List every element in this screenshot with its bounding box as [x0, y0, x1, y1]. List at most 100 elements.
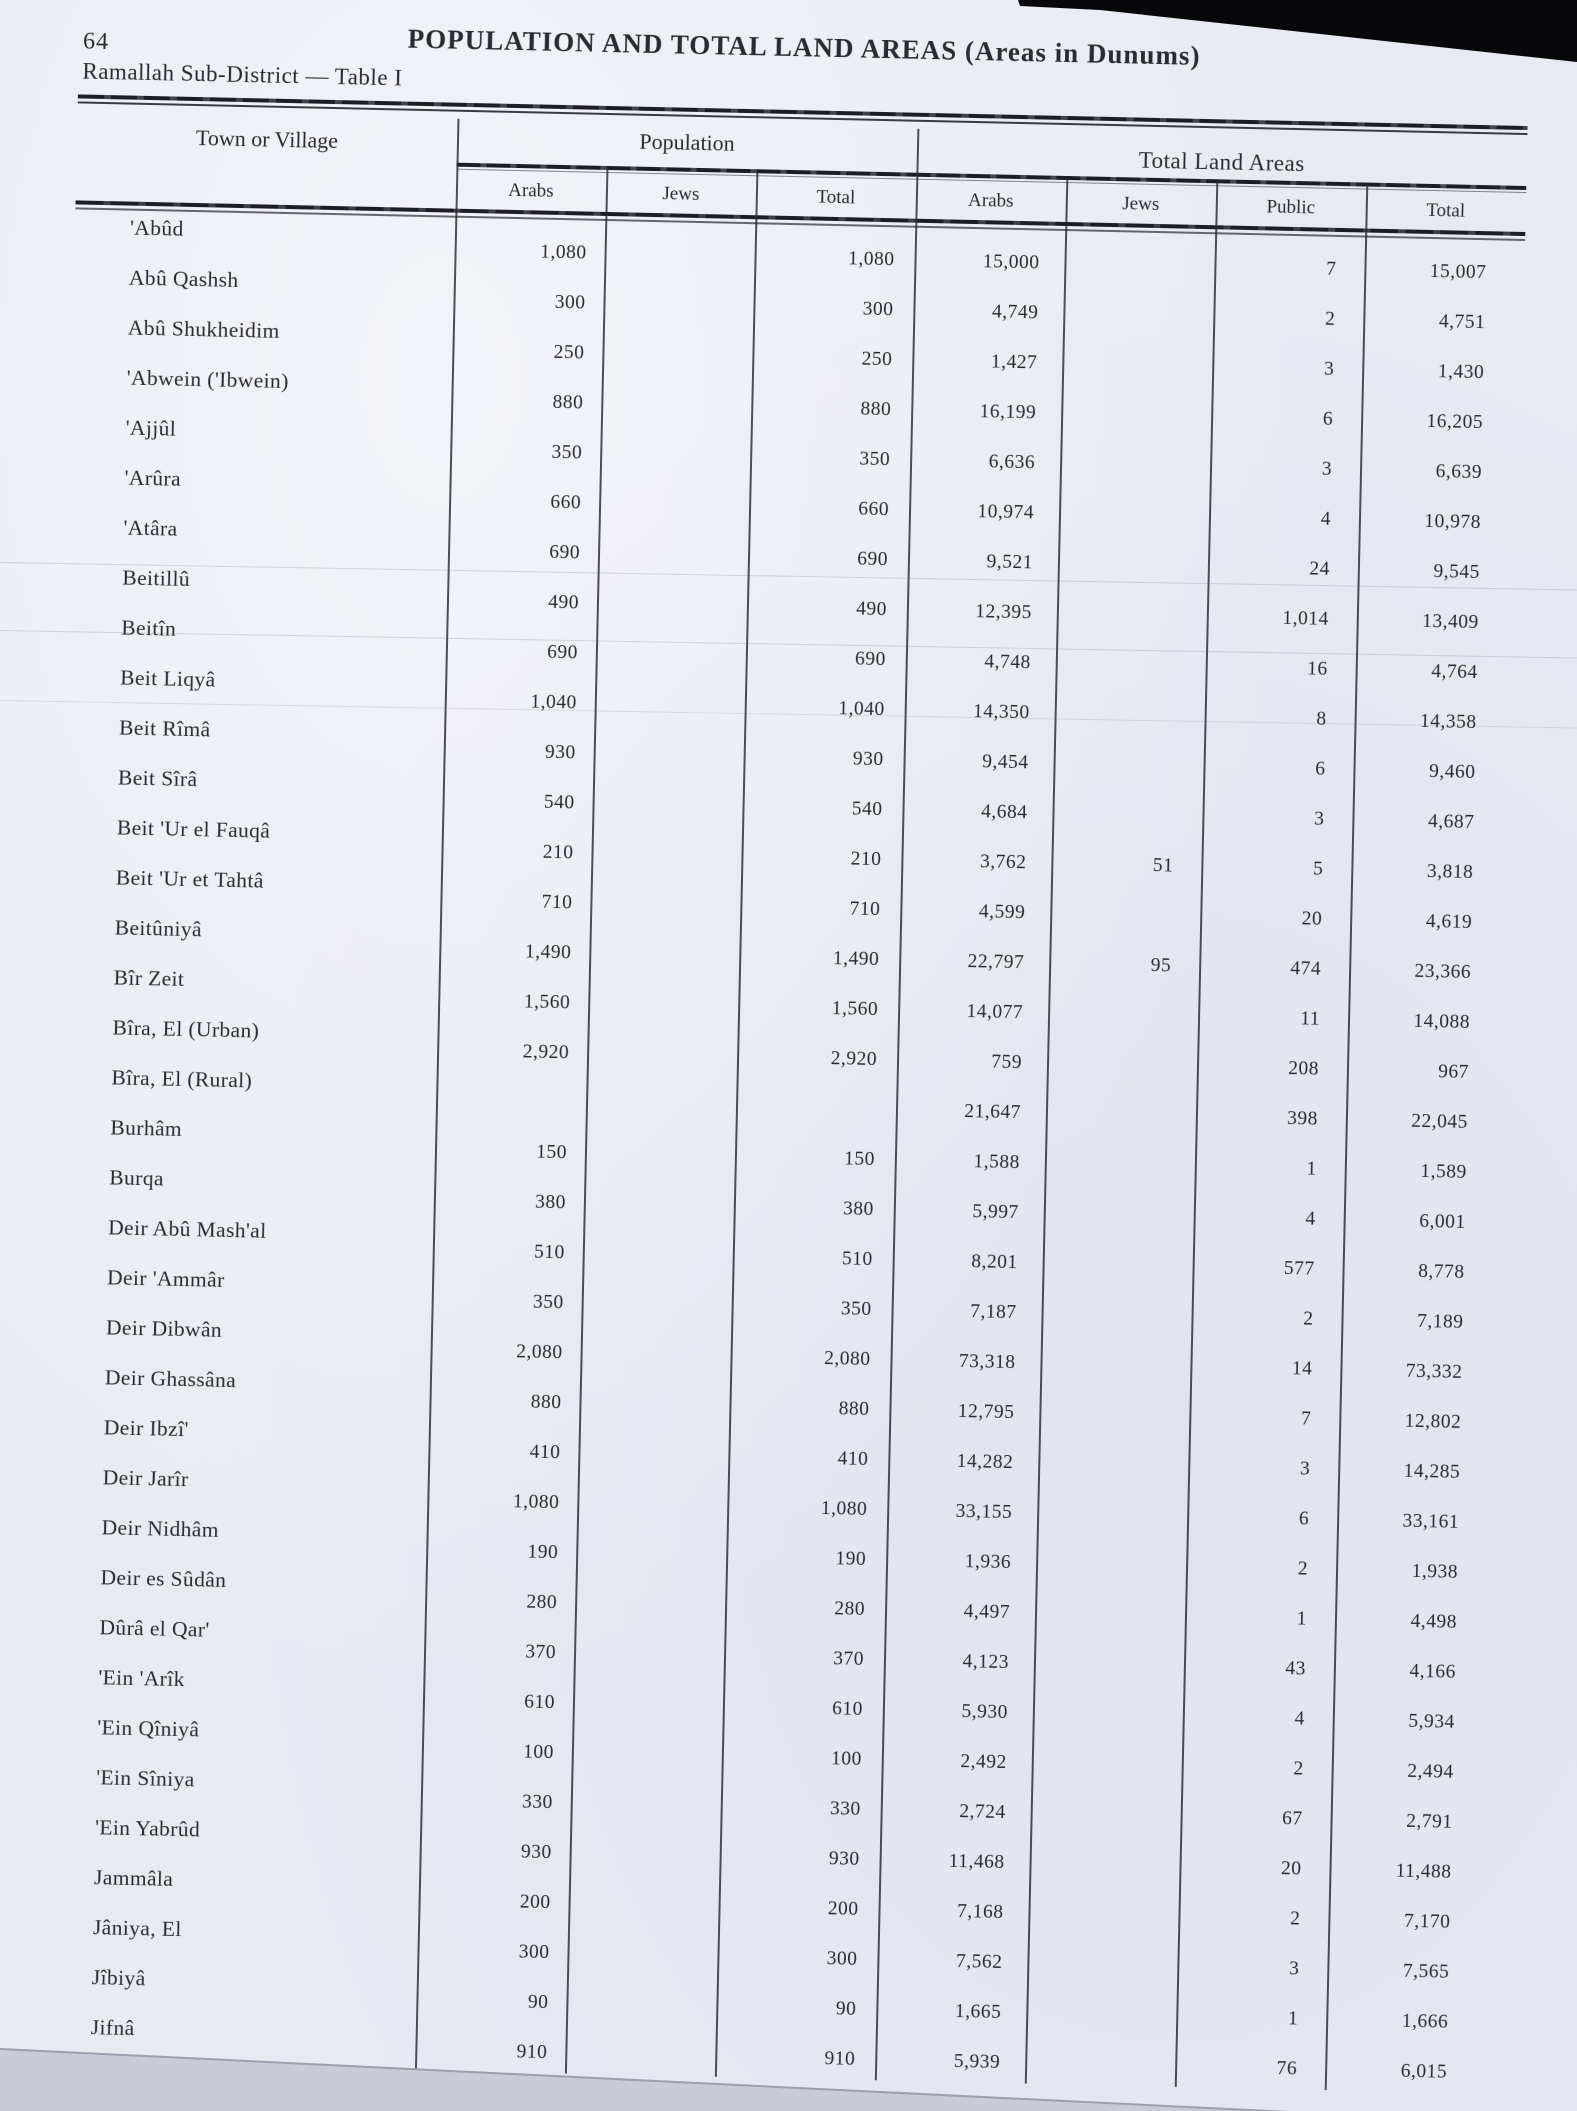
pop-arabs-value: 540 [543, 791, 575, 814]
pop-jews-value [598, 993, 720, 996]
land-total-value: 33,161 [1402, 1510, 1460, 1533]
pop-jews-value [600, 943, 722, 946]
subheader-population-total: Total [816, 186, 856, 209]
land-arabs-value: 10,974 [977, 501, 1035, 524]
pop-jews-value [593, 1243, 715, 1246]
subheader-land-arabs: Arabs [967, 189, 1014, 212]
pop-total-value: 350 [840, 1298, 872, 1321]
land-arabs-value: 4,599 [978, 901, 1026, 924]
land-public-value: 11 [1300, 1008, 1321, 1030]
land-arabs-value: 1,427 [990, 351, 1038, 374]
land-public-value: 16 [1306, 658, 1328, 680]
land-public-value: 67 [1281, 1808, 1303, 1830]
land-total-value: 7,170 [1403, 1910, 1451, 1933]
pop-total-value: 90 [835, 1998, 857, 2020]
land-public-value: 474 [1290, 958, 1322, 980]
pop-jews-value [612, 393, 734, 396]
land-public-value: 208 [1288, 1058, 1320, 1080]
pop-arabs-value: 1,080 [512, 1491, 560, 1514]
land-arabs-value: 14,077 [966, 1001, 1024, 1024]
subheader-land-total: Total [1426, 199, 1466, 222]
land-arabs-value: 16,199 [979, 401, 1037, 424]
pop-jews-value [608, 543, 730, 546]
land-total-value: 12,802 [1404, 1410, 1462, 1433]
pop-jews-value [602, 843, 724, 846]
town-name: Deir 'Ammâr [106, 1265, 225, 1292]
land-arabs-value: 73,318 [958, 1350, 1016, 1374]
pop-jews-value [604, 743, 726, 746]
town-name: 'Ein Qîniyâ [97, 1715, 200, 1742]
land-arabs-value: 8,201 [971, 1251, 1018, 1274]
pop-jews-value [601, 893, 723, 896]
pop-jews-value [584, 1643, 706, 1646]
land-total-value: 23,366 [1414, 960, 1472, 984]
land-arabs-value: 4,749 [991, 301, 1039, 324]
land-total-value: 4,751 [1438, 311, 1486, 334]
town-name: Jîbiyâ [91, 1965, 146, 1991]
pop-total-value: 300 [826, 1948, 858, 1970]
pop-total-value: 880 [860, 398, 892, 421]
land-public-value: 4 [1294, 1708, 1306, 1730]
land-arabs-value: 4,497 [963, 1601, 1011, 1624]
pop-jews-value [594, 1193, 716, 1196]
pop-jews-value [578, 1943, 700, 1946]
pop-jews-value [589, 1443, 711, 1446]
pop-arabs-value: 300 [518, 1941, 550, 1964]
land-jews-value [1066, 653, 1178, 655]
land-arabs-value: 11,468 [948, 1850, 1005, 1874]
pop-total-value: 300 [862, 298, 894, 321]
town-name: Deir Nidhâm [101, 1515, 220, 1542]
subheader-land-jews: Jews [1122, 193, 1160, 216]
land-arabs-value: 6,636 [988, 451, 1036, 474]
land-arabs-value: 22,797 [967, 951, 1025, 974]
pop-jews-value [576, 2043, 698, 2046]
land-arabs-value: 7,187 [969, 1301, 1017, 1324]
land-public-value: 3 [1299, 1458, 1311, 1480]
pop-arabs-value: 1,490 [524, 941, 572, 964]
land-jews-value [1057, 1053, 1169, 1055]
pop-jews-value [614, 293, 736, 296]
land-total-value: 22,045 [1411, 1110, 1469, 1133]
town-name: Deir Ghassâna [104, 1365, 237, 1393]
pop-jews-value [605, 693, 727, 696]
pop-arabs-value: 370 [525, 1641, 557, 1664]
pop-arabs-value: 880 [552, 391, 584, 414]
pop-total-value [746, 1096, 876, 1099]
land-jews-value [1054, 1203, 1166, 1205]
pop-total-value: 200 [827, 1898, 859, 1920]
land-arabs-value: 5,930 [961, 1701, 1009, 1724]
population-land-table: Town or Village Population Total Land Ar… [35, 108, 1527, 2097]
pop-jews-value [595, 1143, 717, 1146]
pop-jews-value [582, 1743, 704, 1746]
land-total-value: 14,088 [1413, 1010, 1471, 1034]
pop-jews-value [585, 1593, 707, 1596]
pop-total-value: 380 [842, 1198, 875, 1221]
land-jews-value [1064, 753, 1176, 755]
land-arabs-value: 14,282 [956, 1450, 1014, 1474]
land-total-value: 7,565 [1402, 1960, 1450, 1983]
pop-total-value: 880 [838, 1398, 870, 1420]
pop-total-value: 690 [857, 548, 889, 571]
town-name: 'Ajjûl [125, 415, 177, 441]
pop-jews-value [579, 1893, 701, 1896]
land-jews-value [1063, 803, 1175, 805]
pop-arabs-value: 210 [542, 841, 574, 864]
land-jews-value [1055, 1153, 1167, 1155]
pop-total-value: 2,080 [823, 1347, 871, 1371]
land-public-value: 577 [1283, 1258, 1315, 1280]
pop-arabs-value: 280 [526, 1591, 558, 1614]
land-total-value: 3,818 [1426, 861, 1474, 884]
land-jews-value [1037, 2003, 1149, 2005]
land-public-value: 1,014 [1282, 607, 1330, 630]
pop-arabs-value: 300 [554, 291, 586, 314]
town-name: Bîra, El (Rural) [111, 1065, 253, 1093]
subheader-land-public: Public [1266, 196, 1316, 219]
land-public-value: 20 [1280, 1858, 1302, 1880]
pop-jews-value [606, 643, 728, 646]
land-jews-value [1056, 1103, 1168, 1105]
land-jews-value [1042, 1753, 1154, 1755]
town-name: Jammâla [93, 1865, 174, 1891]
land-jews-value [1075, 253, 1187, 255]
pop-total-value: 510 [841, 1248, 873, 1271]
